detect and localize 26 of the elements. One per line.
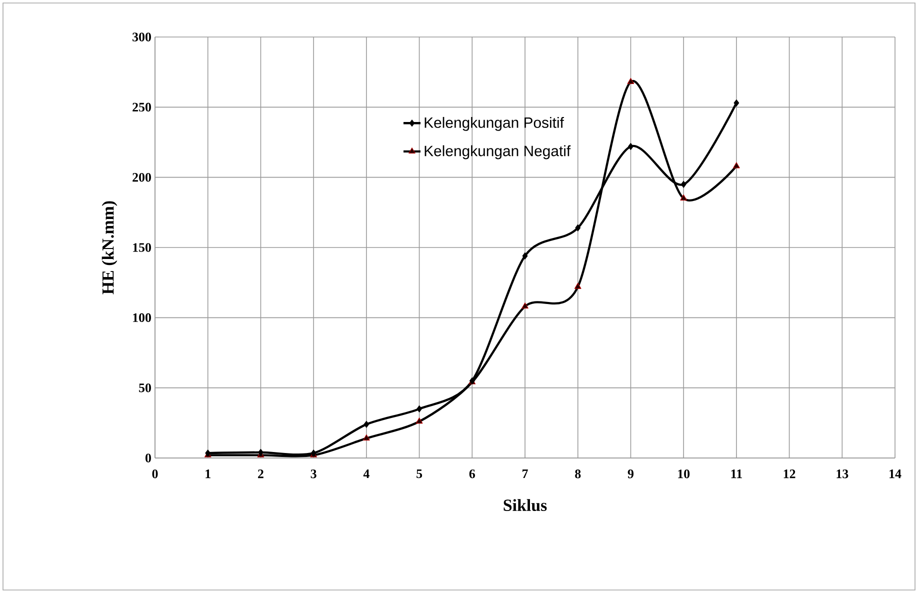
y-tick-label: 50 bbox=[139, 383, 151, 392]
legend-label: Kelengkungan Negatif bbox=[424, 145, 571, 160]
y-tick-label: 100 bbox=[133, 313, 151, 322]
x-tick-label: 6 bbox=[469, 470, 476, 478]
x-tick-label: 4 bbox=[363, 470, 370, 478]
x-tick-label: 8 bbox=[575, 470, 581, 478]
y-tick-label: 200 bbox=[132, 172, 151, 182]
x-tick-label: 14 bbox=[890, 470, 902, 478]
x-tick-label: 5 bbox=[416, 470, 422, 478]
x-tick-label: 3 bbox=[310, 470, 316, 478]
y-tick-label: 0 bbox=[146, 454, 151, 462]
x-tick-label: 7 bbox=[522, 470, 528, 478]
x-tick-label: 13 bbox=[836, 470, 848, 478]
y-tick-label: 250 bbox=[132, 102, 151, 112]
x-tick-label: 9 bbox=[628, 470, 634, 478]
legend-label: Kelengkungan Positif bbox=[424, 116, 564, 131]
x-tick-label: 2 bbox=[258, 470, 264, 478]
y-tick-label: 150 bbox=[133, 243, 151, 252]
x-tick-label: 12 bbox=[784, 470, 796, 478]
y-tick-label: 300 bbox=[132, 32, 151, 42]
x-axis-title: Siklus bbox=[504, 499, 547, 512]
x-tick-label: 1 bbox=[206, 470, 210, 478]
x-tick-label: 0 bbox=[152, 470, 158, 478]
x-tick-label: 11 bbox=[731, 470, 742, 478]
y-axis-title: HE (kN.mm) bbox=[102, 201, 118, 294]
x-tick-label: 10 bbox=[678, 470, 690, 478]
